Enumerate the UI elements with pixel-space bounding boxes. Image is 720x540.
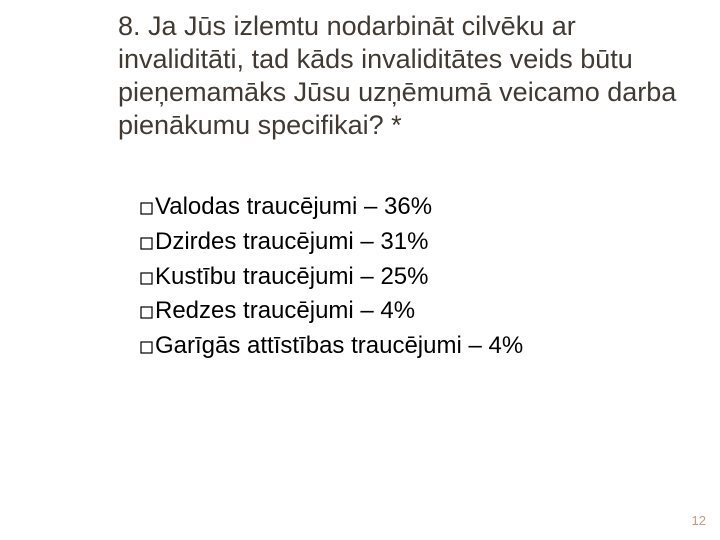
list-item: Valodas traucējumi – 36% (140, 190, 680, 225)
square-bullet-icon (140, 294, 153, 329)
question-title: 8. Ja Jūs izlemtu nodarbināt cilvēku ar … (118, 10, 698, 142)
list-item-label: Valodas traucējumi – 36% (155, 193, 432, 220)
list-item-label: Dzirdes traucējumi – 31% (155, 228, 428, 255)
slide: 8. Ja Jūs izlemtu nodarbināt cilvēku ar … (0, 0, 720, 540)
list-item-label: Garīgās attīstības traucējumi – 4% (155, 332, 523, 359)
square-bullet-icon (140, 225, 153, 260)
page-number: 12 (692, 513, 706, 528)
list-item-label: Kustību traucējumi – 25% (155, 263, 428, 290)
list-item: Garīgās attīstības traucējumi – 4% (140, 329, 680, 364)
square-bullet-icon (140, 329, 153, 364)
list-item: Redzes traucējumi – 4% (140, 294, 680, 329)
list-item: Kustību traucējumi – 25% (140, 260, 680, 295)
list-item-label: Redzes traucējumi – 4% (155, 297, 415, 324)
answer-list: Valodas traucējumi – 36% Dzirdes traucēj… (140, 190, 680, 364)
list-item: Dzirdes traucējumi – 31% (140, 225, 680, 260)
square-bullet-icon (140, 190, 153, 225)
square-bullet-icon (140, 260, 153, 295)
